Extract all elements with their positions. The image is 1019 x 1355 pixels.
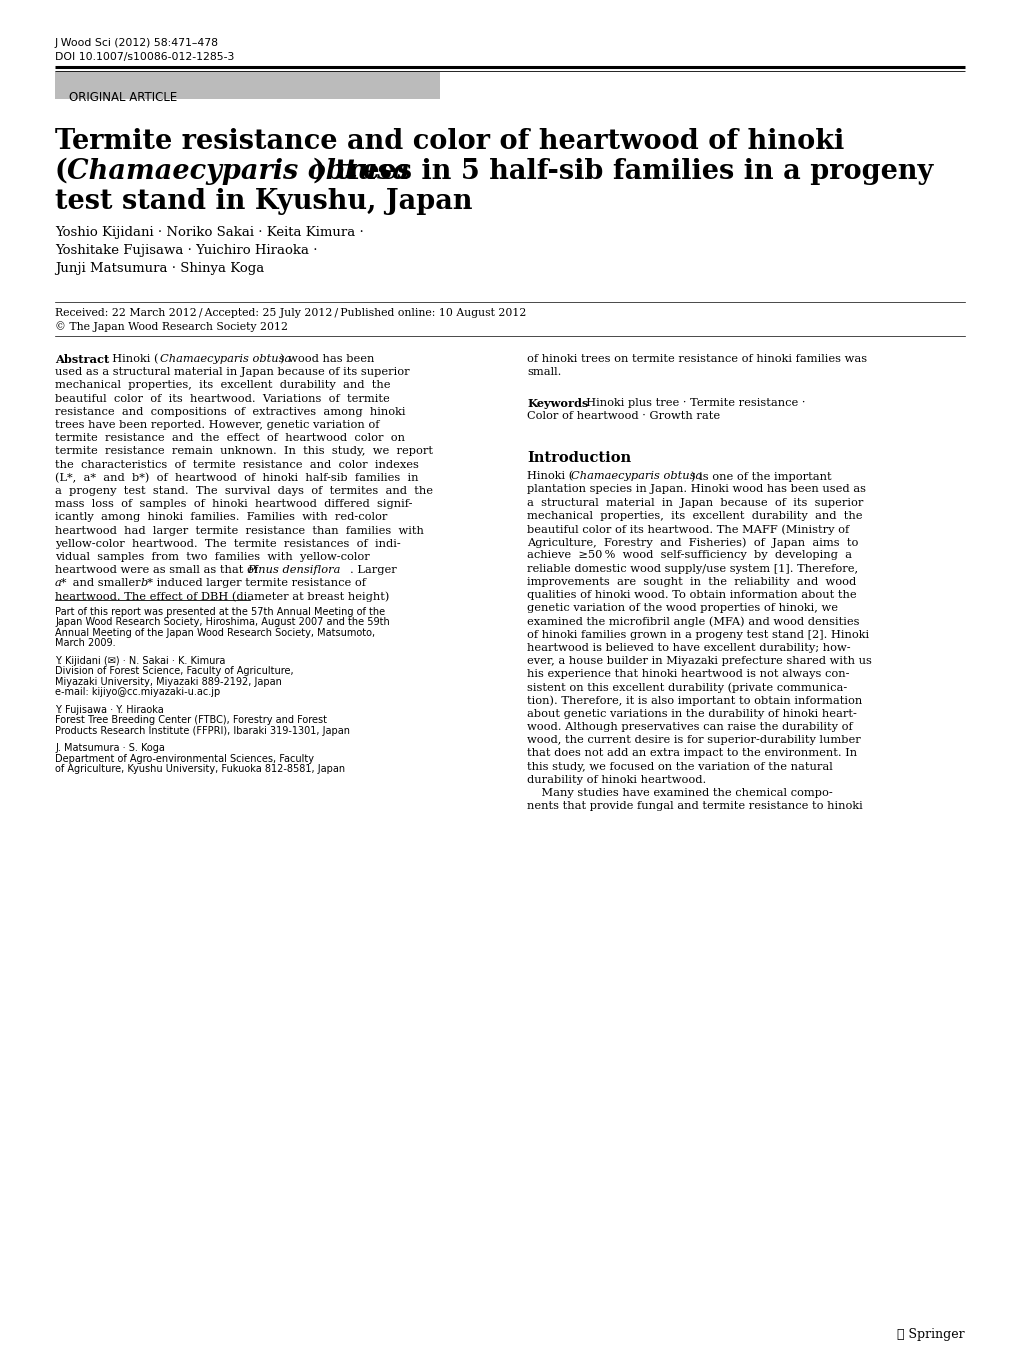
Text: durability of hinoki heartwood.: durability of hinoki heartwood.	[527, 775, 705, 785]
Text: nents that provide fungal and termite resistance to hinoki: nents that provide fungal and termite re…	[527, 801, 862, 812]
Text: yellow-color  heartwood.  The  termite  resistances  of  indi-: yellow-color heartwood. The termite resi…	[55, 539, 400, 549]
Text: heartwood. The effect of DBH (diameter at breast height): heartwood. The effect of DBH (diameter a…	[55, 592, 389, 602]
Text: DOI 10.1007/s10086-012-1285-3: DOI 10.1007/s10086-012-1285-3	[55, 51, 234, 62]
Text: his experience that hinoki heartwood is not always con-: his experience that hinoki heartwood is …	[527, 669, 849, 679]
Text: of hinoki trees on termite resistance of hinoki families was: of hinoki trees on termite resistance of…	[527, 354, 866, 364]
Text: Department of Agro-environmental Sciences, Faculty: Department of Agro-environmental Science…	[55, 753, 314, 764]
Text: J Wood Sci (2012) 58:471–478: J Wood Sci (2012) 58:471–478	[55, 38, 219, 47]
Text: Agriculture,  Forestry  and  Fisheries)  of  Japan  aims  to: Agriculture, Forestry and Fisheries) of …	[527, 537, 858, 547]
Text: Hinoki plus tree · Termite resistance ·: Hinoki plus tree · Termite resistance ·	[579, 397, 805, 408]
Text: Many studies have examined the chemical compo-: Many studies have examined the chemical …	[527, 789, 832, 798]
Text: induced larger termite resistance of: induced larger termite resistance of	[153, 579, 366, 588]
Text: ever, a house builder in Miyazaki prefecture shared with us: ever, a house builder in Miyazaki prefec…	[527, 656, 871, 667]
Text: test stand in Kyushu, Japan: test stand in Kyushu, Japan	[55, 188, 472, 215]
Text: tion). Therefore, it is also important to obtain information: tion). Therefore, it is also important t…	[527, 695, 861, 706]
Text: Y. Fujisawa · Y. Hiraoka: Y. Fujisawa · Y. Hiraoka	[55, 705, 164, 714]
Text: and smaller: and smaller	[69, 579, 144, 588]
Text: Hinoki (: Hinoki (	[527, 472, 573, 481]
Text: Pinus densiflora: Pinus densiflora	[247, 565, 340, 576]
Text: heartwood is believed to have excellent durability; how-: heartwood is believed to have excellent …	[527, 642, 850, 653]
Text: Received: 22 March 2012 / Accepted: 25 July 2012 / Published online: 10 August 2: Received: 22 March 2012 / Accepted: 25 J…	[55, 308, 526, 318]
Text: mechanical  properties,  its  excellent  durability  and  the: mechanical properties, its excellent dur…	[527, 511, 862, 520]
Text: Abstract: Abstract	[55, 354, 109, 364]
Text: Introduction: Introduction	[527, 451, 631, 465]
Text: beautiful color of its heartwood. The MAFF (Ministry of: beautiful color of its heartwood. The MA…	[527, 524, 849, 535]
Text: termite  resistance  remain  unknown.  In  this  study,  we  report: termite resistance remain unknown. In th…	[55, 446, 433, 457]
Text: Products Research Institute (FFPRI), Ibaraki 319-1301, Japan: Products Research Institute (FFPRI), Iba…	[55, 725, 350, 736]
Text: Miyazaki University, Miyazaki 889-2192, Japan: Miyazaki University, Miyazaki 889-2192, …	[55, 676, 281, 687]
Text: Y. Kijidani (✉) · N. Sakai · K. Kimura: Y. Kijidani (✉) · N. Sakai · K. Kimura	[55, 656, 225, 665]
Text: resistance  and  compositions  of  extractives  among  hinoki: resistance and compositions of extractiv…	[55, 406, 406, 417]
Text: Chamaecyparis obtusa: Chamaecyparis obtusa	[571, 472, 701, 481]
Text: Chamaecyparis obtusa: Chamaecyparis obtusa	[160, 354, 291, 364]
Text: . Larger: . Larger	[350, 565, 396, 576]
Text: about genetic variations in the durability of hinoki heart-: about genetic variations in the durabili…	[527, 709, 856, 718]
Text: improvements  are  sought  in  the  reliability  and  wood: improvements are sought in the reliabili…	[527, 577, 855, 587]
Text: vidual  samples  from  two  families  with  yellow-color: vidual samples from two families with ye…	[55, 551, 370, 562]
Text: Color of heartwood · Growth rate: Color of heartwood · Growth rate	[527, 411, 719, 421]
Text: mass  loss  of  samples  of  hinoki  heartwood  differed  signif-: mass loss of samples of hinoki heartwood…	[55, 499, 412, 509]
Text: achieve  ≥50 %  wood  self-sufficiency  by  developing  a: achieve ≥50 % wood self-sufficiency by d…	[527, 550, 851, 561]
Text: Yoshio Kijidani · Noriko Sakai · Keita Kimura ·: Yoshio Kijidani · Noriko Sakai · Keita K…	[55, 226, 364, 238]
Text: Junji Matsumura · Shinya Koga: Junji Matsumura · Shinya Koga	[55, 262, 264, 275]
Text: genetic variation of the wood properties of hinoki, we: genetic variation of the wood properties…	[527, 603, 838, 614]
Text: © The Japan Wood Research Society 2012: © The Japan Wood Research Society 2012	[55, 321, 287, 332]
Text: Japan Wood Research Society, Hiroshima, August 2007 and the 59th: Japan Wood Research Society, Hiroshima, …	[55, 617, 389, 627]
Text: Forest Tree Breeding Center (FTBC), Forestry and Forest: Forest Tree Breeding Center (FTBC), Fore…	[55, 715, 327, 725]
Text: sistent on this excellent durability (private communica-: sistent on this excellent durability (pr…	[527, 683, 847, 692]
Text: ④ Springer: ④ Springer	[897, 1328, 964, 1341]
Text: used as a structural material in Japan because of its superior: used as a structural material in Japan b…	[55, 367, 410, 377]
Text: Keywords: Keywords	[527, 397, 588, 409]
Text: this study, we focused on the variation of the natural: this study, we focused on the variation …	[527, 762, 832, 771]
Text: ) is one of the important: ) is one of the important	[690, 472, 830, 482]
Text: heartwood were as small as that of: heartwood were as small as that of	[55, 565, 262, 576]
Text: icantly  among  hinoki  families.  Families  with  red-color: icantly among hinoki families. Families …	[55, 512, 387, 523]
Text: mechanical  properties,  its  excellent  durability  and  the: mechanical properties, its excellent dur…	[55, 381, 390, 390]
Text: trees have been reported. However, genetic variation of: trees have been reported. However, genet…	[55, 420, 379, 430]
Text: J. Matsumura · S. Koga: J. Matsumura · S. Koga	[55, 743, 165, 753]
Text: termite  resistance  and  the  effect  of  heartwood  color  on: termite resistance and the effect of hea…	[55, 434, 405, 443]
Text: a*: a*	[55, 579, 67, 588]
Text: the  characteristics  of  termite  resistance  and  color  indexes: the characteristics of termite resistanc…	[55, 459, 419, 470]
Text: qualities of hinoki wood. To obtain information about the: qualities of hinoki wood. To obtain info…	[527, 589, 856, 600]
Text: ) trees in 5 half-sib families in a progeny: ) trees in 5 half-sib families in a prog…	[313, 159, 932, 186]
Text: (: (	[55, 159, 67, 186]
Text: ORIGINAL ARTICLE: ORIGINAL ARTICLE	[69, 91, 177, 104]
Text: heartwood  had  larger  termite  resistance  than  families  with: heartwood had larger termite resistance …	[55, 526, 424, 535]
Text: Annual Meeting of the Japan Wood Research Society, Matsumoto,: Annual Meeting of the Japan Wood Researc…	[55, 627, 375, 638]
Text: reliable domestic wood supply/use system [1]. Therefore,: reliable domestic wood supply/use system…	[527, 564, 857, 573]
Text: ) wood has been: ) wood has been	[280, 354, 374, 364]
Text: examined the microfibril angle (MFA) and wood densities: examined the microfibril angle (MFA) and…	[527, 617, 859, 627]
Text: small.: small.	[527, 367, 560, 377]
Text: March 2009.: March 2009.	[55, 638, 115, 648]
Text: Chamaecyparis obtusa: Chamaecyparis obtusa	[67, 159, 410, 186]
Text: of Agriculture, Kyushu University, Fukuoka 812-8581, Japan: of Agriculture, Kyushu University, Fukuo…	[55, 764, 344, 774]
Text: Hinoki (: Hinoki (	[105, 354, 158, 364]
Text: Part of this report was presented at the 57th Annual Meeting of the: Part of this report was presented at the…	[55, 607, 385, 617]
Bar	[55, 70, 439, 99]
Text: a  progeny  test  stand.  The  survival  days  of  termites  and  the: a progeny test stand. The survival days …	[55, 486, 433, 496]
Text: e-mail: kijiyo@cc.miyazaki-u.ac.jp: e-mail: kijiyo@cc.miyazaki-u.ac.jp	[55, 687, 220, 696]
Text: Termite resistance and color of heartwood of hinoki: Termite resistance and color of heartwoo…	[55, 127, 844, 154]
Text: wood, the current desire is for superior-durability lumber: wood, the current desire is for superior…	[527, 736, 860, 745]
Text: beautiful  color  of  its  heartwood.  Variations  of  termite: beautiful color of its heartwood. Variat…	[55, 393, 389, 404]
Text: of hinoki families grown in a progeny test stand [2]. Hinoki: of hinoki families grown in a progeny te…	[527, 630, 868, 640]
Text: that does not add an extra impact to the environment. In: that does not add an extra impact to the…	[527, 748, 856, 759]
Text: Yoshitake Fujisawa · Yuichiro Hiraoka ·: Yoshitake Fujisawa · Yuichiro Hiraoka ·	[55, 244, 317, 257]
Text: (L*,  a*  and  b*)  of  heartwood  of  hinoki  half-sib  families  in: (L*, a* and b*) of heartwood of hinoki h…	[55, 473, 418, 484]
Text: plantation species in Japan. Hinoki wood has been used as: plantation species in Japan. Hinoki wood…	[527, 484, 865, 495]
Text: wood. Although preservatives can raise the durability of: wood. Although preservatives can raise t…	[527, 722, 852, 732]
Text: a  structural  material  in  Japan  because  of  its  superior: a structural material in Japan because o…	[527, 497, 862, 508]
Text: Division of Forest Science, Faculty of Agriculture,: Division of Forest Science, Faculty of A…	[55, 667, 293, 676]
Text: b*: b*	[141, 579, 154, 588]
